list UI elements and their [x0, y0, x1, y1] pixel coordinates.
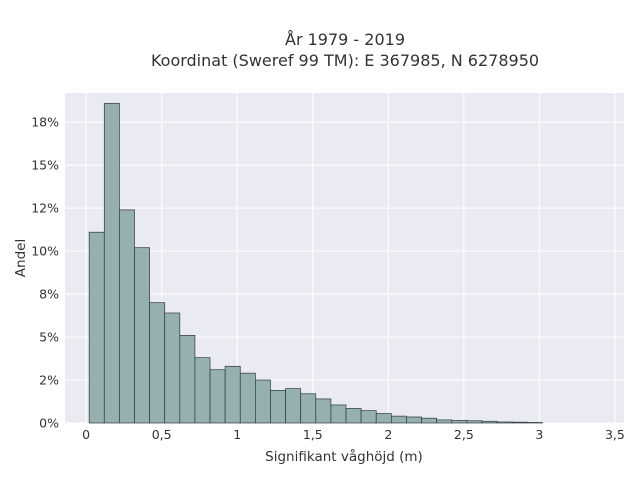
- histogram-bar: [194, 357, 211, 424]
- histogram-bar: [179, 334, 196, 424]
- y-tick-label: 15%: [31, 158, 59, 173]
- y-axis-ticks: 0% 2% 5% 8% 10% 12% 15% 18%: [31, 115, 59, 431]
- histogram-bar: [406, 416, 422, 424]
- x-tick-label: 0,5: [152, 427, 172, 442]
- histogram-bar: [375, 413, 392, 424]
- y-tick-label: 0%: [39, 416, 59, 431]
- x-tick-label: 1: [233, 427, 241, 442]
- histogram-bar: [421, 417, 438, 424]
- y-tick-label: 8%: [39, 287, 59, 302]
- y-tick-label: 18%: [31, 115, 59, 130]
- x-tick-label: 3,5: [605, 427, 625, 442]
- histogram-bar: [496, 421, 513, 424]
- x-tick-label: 3: [535, 427, 543, 442]
- histogram-bar: [345, 408, 362, 424]
- histogram-bar: [300, 393, 317, 424]
- histogram-bar: [481, 420, 498, 424]
- histogram-bar: [436, 419, 453, 424]
- chart-subtitle: Koordinat (Sweref 99 TM): E 367985, N 62…: [151, 51, 539, 70]
- y-tick-label: 5%: [39, 330, 59, 345]
- histogram-bar: [270, 389, 286, 424]
- histogram-bar: [526, 422, 543, 424]
- histogram-bar: [88, 231, 105, 424]
- histogram-bar: [119, 209, 135, 424]
- histogram-bar: [164, 312, 181, 424]
- x-tick-label: 2,5: [454, 427, 474, 442]
- histogram-bar: [209, 369, 226, 424]
- x-tick-label: 1,5: [303, 427, 323, 442]
- x-axis-label: Signifikant våghöjd (m): [265, 448, 423, 465]
- histogram-bar: [360, 410, 377, 424]
- x-axis-ticks: 0 0,5 1 1,5 2 2,5 3 3,5: [82, 427, 625, 442]
- histogram-bar: [149, 302, 166, 424]
- y-tick-label: 2%: [39, 373, 59, 388]
- histogram-bar: [239, 372, 256, 424]
- chart-title: År 1979 - 2019: [285, 30, 405, 49]
- histogram-bar: [224, 365, 241, 424]
- histogram-bars: [88, 102, 543, 424]
- y-tick-label: 10%: [31, 244, 59, 259]
- histogram-bar: [134, 247, 150, 424]
- histogram-bar: [451, 420, 468, 424]
- histogram-bar: [315, 398, 332, 424]
- histogram-bar: [285, 388, 302, 424]
- x-tick-label: 0: [82, 427, 90, 442]
- histogram-bar: [103, 102, 120, 424]
- histogram-bar: [255, 379, 271, 424]
- y-axis-label: Andel: [13, 239, 29, 277]
- histogram-bar: [466, 420, 483, 424]
- histogram-bar: [390, 415, 407, 424]
- histogram-bar: [330, 404, 347, 424]
- x-tick-label: 2: [384, 427, 392, 442]
- y-tick-label: 12%: [31, 201, 59, 216]
- histogram-bar: [511, 421, 528, 424]
